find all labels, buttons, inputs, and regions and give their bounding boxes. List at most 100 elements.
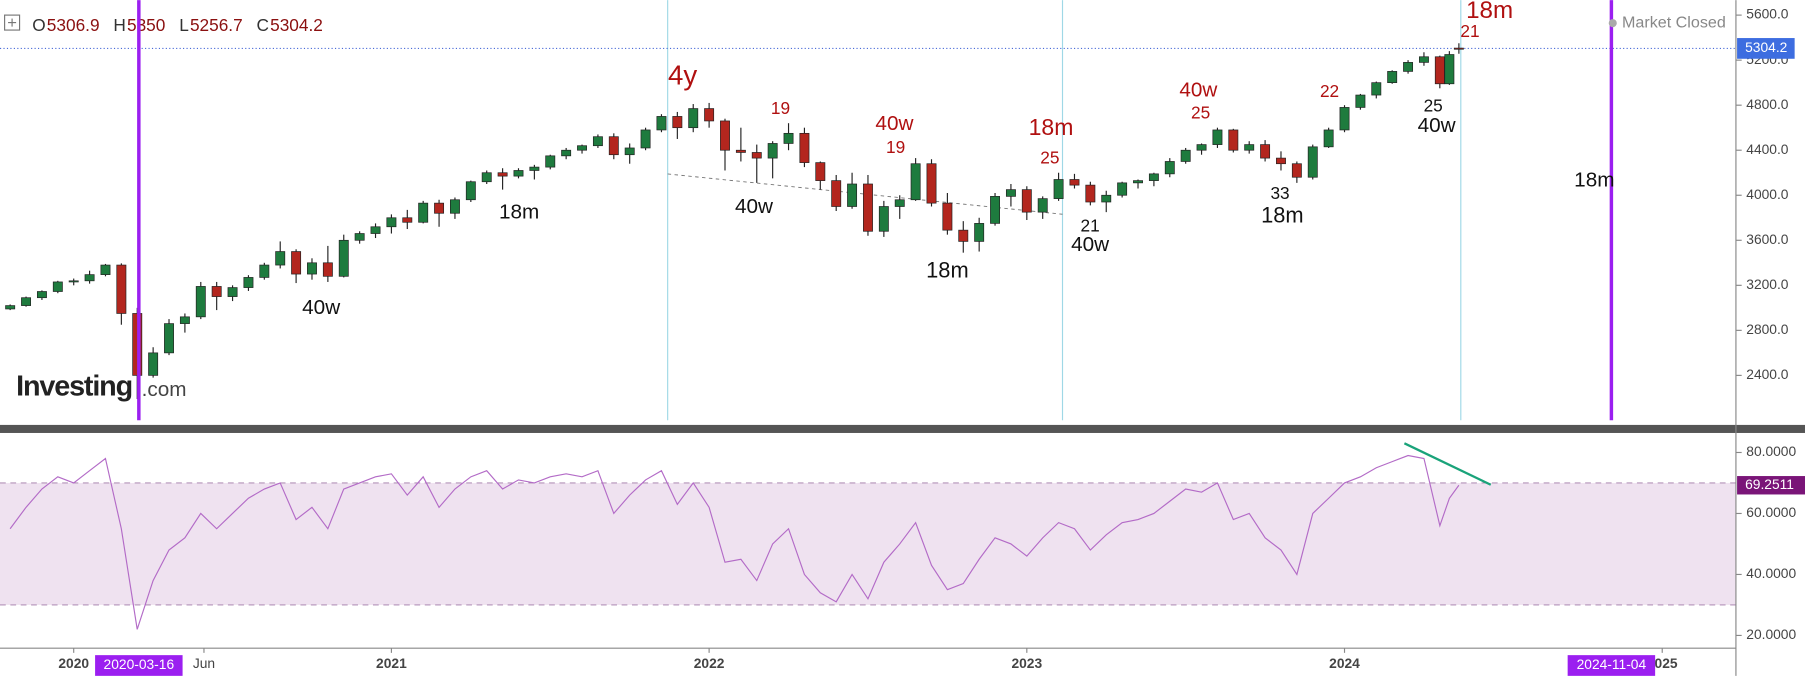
candle-body bbox=[545, 155, 556, 168]
cycle-annotation: 19 bbox=[886, 137, 905, 157]
candle-body bbox=[370, 226, 381, 234]
candle-body bbox=[974, 223, 985, 242]
candle-body bbox=[84, 274, 95, 282]
candle-body bbox=[688, 108, 699, 129]
candle-body bbox=[720, 120, 730, 151]
x-tick-label: Jun bbox=[193, 655, 215, 671]
cycle-annotation: 40w bbox=[1071, 233, 1110, 256]
candle-body bbox=[831, 180, 842, 207]
rsi-last-value: 69.2511 bbox=[1745, 476, 1794, 492]
candle-body bbox=[1355, 94, 1366, 108]
candle-body bbox=[767, 143, 778, 159]
ohlc-value: 5306.9 bbox=[47, 15, 100, 35]
cycle-annotation: 18m bbox=[1466, 0, 1513, 24]
cycle-annotation: 40w bbox=[735, 195, 774, 218]
candle-body bbox=[847, 183, 858, 207]
candle-body bbox=[1307, 146, 1318, 178]
y-tick-label: 4400.0 bbox=[1746, 141, 1789, 157]
y-tick-label: 3600.0 bbox=[1746, 231, 1789, 247]
ohlc-label: C bbox=[257, 15, 269, 35]
candle-body bbox=[1403, 62, 1414, 72]
candle-body bbox=[148, 352, 159, 376]
candle-body bbox=[338, 239, 349, 277]
candle-body bbox=[1453, 47, 1464, 50]
candle-body bbox=[942, 202, 953, 231]
candle-body bbox=[1444, 54, 1455, 85]
candle-body bbox=[497, 172, 508, 177]
cycle-annotation: 18m bbox=[1261, 202, 1304, 227]
candle-body bbox=[783, 132, 794, 144]
cycle-annotation: 22 bbox=[1320, 81, 1339, 101]
candle-body bbox=[1212, 129, 1223, 145]
cycle-annotation: 40w bbox=[302, 296, 341, 319]
rsi-band bbox=[0, 482, 1736, 605]
candle-body bbox=[259, 264, 270, 278]
ohlc-value: 5304.2 bbox=[270, 15, 323, 35]
expand-icon[interactable] bbox=[4, 14, 21, 31]
candle-body bbox=[1276, 157, 1286, 165]
y-tick-label: 5600.0 bbox=[1746, 6, 1789, 22]
watermark-suffix: .com bbox=[142, 378, 187, 401]
date-marker-label: 2020-03-16 bbox=[104, 656, 175, 672]
date-marker-box bbox=[1567, 655, 1656, 676]
candle-body bbox=[1387, 71, 1398, 84]
candle-body bbox=[624, 147, 635, 156]
candle-body bbox=[275, 251, 286, 266]
candle-body bbox=[704, 108, 715, 122]
ohlc-label: L bbox=[179, 15, 189, 35]
rsi-y-tick-label: 80.0000 bbox=[1746, 443, 1796, 459]
rsi-trend-line bbox=[1403, 442, 1492, 486]
candle-body bbox=[1117, 182, 1128, 196]
candle-body bbox=[1021, 189, 1032, 213]
candle-body bbox=[1291, 163, 1302, 178]
candle-body bbox=[164, 323, 174, 354]
front-layer: 2400.0 2800.0 3200.0 3600.0 4000.0 4400.0 4800… bbox=[32, 0, 1805, 676]
candle-body bbox=[1164, 161, 1175, 175]
cycle-annotation: 18m bbox=[1029, 114, 1074, 140]
cycle-annotation: 25 bbox=[1191, 103, 1210, 123]
candle-body bbox=[958, 229, 969, 242]
candle-body bbox=[52, 281, 63, 292]
candle-body bbox=[1085, 184, 1096, 203]
candle-body bbox=[243, 277, 254, 288]
candle-body bbox=[910, 163, 921, 201]
rsi-last-value-box bbox=[1737, 476, 1805, 495]
x-tick-label: 2020 bbox=[58, 655, 89, 671]
candle-body bbox=[195, 286, 206, 318]
candle-body bbox=[1339, 107, 1350, 131]
y-tick-label: 4800.0 bbox=[1746, 96, 1789, 112]
candle-body bbox=[1260, 144, 1271, 159]
candle-body bbox=[894, 199, 905, 207]
ohlc-value: 5256.7 bbox=[190, 15, 243, 35]
last-price-box bbox=[1737, 38, 1795, 59]
cycle-annotation: 40w bbox=[1418, 114, 1457, 137]
x-tick-label: 2023 bbox=[1011, 655, 1042, 671]
cycle-annotation: 19 bbox=[771, 98, 790, 118]
rsi-line bbox=[9, 454, 1460, 630]
rsi-y-tick-label: 40.0000 bbox=[1746, 565, 1796, 581]
y-tick-label: 2400.0 bbox=[1746, 366, 1789, 382]
candle-body bbox=[513, 170, 524, 177]
rsi-y-tick-label: 20.0000 bbox=[1746, 626, 1796, 642]
candle-body bbox=[100, 264, 111, 275]
candle-body bbox=[672, 116, 683, 129]
candle-body bbox=[1196, 144, 1207, 151]
candle-body bbox=[561, 149, 572, 157]
candle-body bbox=[307, 262, 317, 275]
ohlc-label: O bbox=[32, 15, 45, 35]
candle-body bbox=[5, 305, 16, 310]
candle-body bbox=[1434, 56, 1445, 85]
ohlc-label: H bbox=[113, 15, 125, 35]
cycle-annotation: 18m bbox=[1574, 168, 1614, 191]
x-tick-label: 2024 bbox=[1329, 655, 1360, 671]
candle-body bbox=[227, 287, 238, 297]
candle-body bbox=[592, 136, 603, 147]
x-tick-label: 2022 bbox=[694, 655, 725, 671]
candle-body bbox=[116, 264, 127, 314]
candle-body bbox=[36, 291, 47, 299]
candle-body bbox=[21, 297, 32, 306]
y-tick-label: 4000.0 bbox=[1746, 186, 1789, 202]
candle-body bbox=[1323, 129, 1334, 148]
last-price-label: 5304.2 bbox=[1745, 39, 1787, 55]
cycle-annotation: 40w bbox=[1179, 79, 1218, 102]
